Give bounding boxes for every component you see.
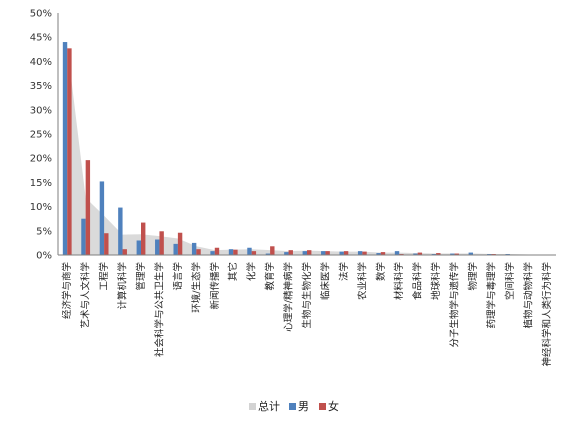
female-bar xyxy=(362,251,367,255)
category-label: 数学 xyxy=(375,262,387,281)
male-bar xyxy=(99,181,105,255)
female-bar xyxy=(270,246,275,255)
female-bar xyxy=(307,250,312,255)
y-tick-label: 5% xyxy=(36,226,52,237)
category-label: 管理学 xyxy=(135,262,147,291)
category-label: 社会科学与公共卫生学 xyxy=(153,262,165,357)
category-label: 化学 xyxy=(246,262,258,281)
legend: 总计 男 女 xyxy=(249,399,339,413)
y-tick-label: 40% xyxy=(30,57,52,68)
female-bar xyxy=(288,250,293,255)
male-bar xyxy=(191,242,197,255)
male-bar xyxy=(155,239,160,255)
female-bar xyxy=(104,233,109,255)
male-bar xyxy=(136,240,141,255)
category-label: 工程学 xyxy=(98,262,110,291)
category-label: 农业科学 xyxy=(356,262,368,300)
y-tick-label: 0% xyxy=(36,251,52,262)
female-bar xyxy=(141,222,146,255)
bars xyxy=(62,42,552,255)
y-tick-label: 30% xyxy=(30,105,52,116)
category-label: 地球科学 xyxy=(430,262,442,300)
legend-swatch xyxy=(319,403,326,410)
female-bar xyxy=(436,253,441,255)
female-bar xyxy=(251,251,257,255)
female-bar xyxy=(233,249,238,255)
male-bar xyxy=(265,253,271,255)
female-bar xyxy=(325,251,330,255)
male-bar xyxy=(81,218,86,255)
category-label: 植物与动物科学 xyxy=(522,262,534,329)
category-label: 药理学与毒理学 xyxy=(485,262,497,329)
category-label: 生物与生物化学 xyxy=(301,262,313,329)
category-label: 分子生物学与遗传学 xyxy=(449,262,461,348)
female-bar xyxy=(85,160,91,255)
category-label: 计算机科学 xyxy=(117,262,129,310)
category-label: 材料科学 xyxy=(393,262,405,300)
female-bar xyxy=(177,232,183,255)
female-bar xyxy=(67,48,72,255)
male-bar xyxy=(357,251,363,255)
y-tick-label: 45% xyxy=(30,33,52,44)
female-bar xyxy=(214,247,220,255)
female-bar xyxy=(417,252,423,255)
male-bar xyxy=(247,247,252,255)
y-tick-label: 20% xyxy=(30,154,52,165)
male-bar xyxy=(450,253,455,255)
male-bar xyxy=(468,252,473,255)
male-bar xyxy=(413,253,418,255)
category-label: 物理学 xyxy=(467,262,479,291)
total-series-area-path xyxy=(67,45,547,255)
legend-label: 男 xyxy=(298,400,309,413)
female-bar xyxy=(159,231,164,255)
category-labels: 经济学与商学 艺术与人文科学 工程学 计算机科学 管理学 社会科学与公共卫生学 语言学 环境/… xyxy=(61,262,553,367)
female-bar xyxy=(380,252,386,255)
category-label: 环境/生态学 xyxy=(190,262,202,313)
category-label: 神经科学和人类行为科学 xyxy=(541,262,553,367)
y-tick-label: 15% xyxy=(30,178,52,189)
male-bar xyxy=(284,252,289,255)
y-axis-ticks: 0% 5% 10% 15% 20% 25% 30% 35% 40% 45% 50% xyxy=(30,9,52,262)
total-series-area xyxy=(67,45,547,255)
category-label: 教育学 xyxy=(264,262,276,291)
male-bar xyxy=(394,251,400,255)
legend-label: 女 xyxy=(328,399,339,413)
male-bar xyxy=(321,251,326,255)
female-bar xyxy=(343,251,349,255)
category-label: 经济学与商学 xyxy=(61,262,73,319)
legend-swatch xyxy=(289,403,296,410)
category-label: 食品科学 xyxy=(412,262,424,300)
y-tick-label: 35% xyxy=(30,81,52,92)
female-bar xyxy=(196,249,201,255)
female-bar xyxy=(122,249,127,255)
male-bar xyxy=(210,251,215,255)
category-label: 语言学 xyxy=(172,262,184,291)
male-bar xyxy=(376,253,381,255)
female-bar xyxy=(454,253,459,255)
y-tick-label: 10% xyxy=(30,202,52,213)
legend-label: 总计 xyxy=(258,399,280,413)
male-bar xyxy=(228,249,234,255)
category-label: 心理学/精神病学 xyxy=(283,262,295,332)
category-label: 新闻传播学 xyxy=(209,262,221,310)
category-label: 法学 xyxy=(338,262,350,281)
category-label: 空间科学 xyxy=(504,262,516,300)
male-bar xyxy=(62,42,68,255)
category-label: 临床医学 xyxy=(319,262,331,300)
legend-swatch xyxy=(249,403,256,410)
y-tick-label: 25% xyxy=(30,130,52,141)
male-bar xyxy=(302,251,307,255)
category-label: 艺术与人文科学 xyxy=(80,262,92,329)
axes xyxy=(57,13,556,256)
male-bar xyxy=(339,251,344,255)
male-bar xyxy=(118,207,123,255)
y-tick-label: 50% xyxy=(30,9,52,20)
male-bar xyxy=(173,243,178,255)
category-label: 其它 xyxy=(227,262,239,281)
